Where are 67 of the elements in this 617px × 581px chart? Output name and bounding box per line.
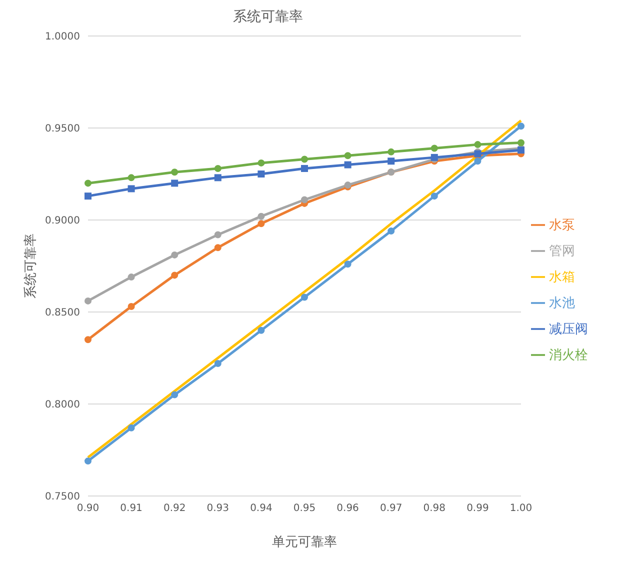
x-tick-label: 0.92	[163, 503, 186, 514]
point	[344, 260, 352, 268]
y-tick-label: 0.8500	[45, 308, 80, 319]
point	[518, 122, 524, 130]
x-tick-label: 0.99	[466, 503, 489, 514]
point	[388, 148, 395, 156]
chart-title: 系统可靠率	[232, 8, 304, 26]
point	[84, 192, 92, 200]
point	[214, 164, 222, 172]
y-tick-label: 0.7500	[45, 492, 80, 503]
point	[214, 360, 222, 368]
point	[388, 228, 395, 235]
x-tick-label: 0.97	[380, 503, 402, 514]
x-tick-label: 0.91	[120, 503, 142, 514]
point	[128, 302, 135, 310]
point	[258, 326, 265, 334]
point	[258, 159, 265, 166]
point	[171, 272, 178, 279]
point	[518, 139, 524, 146]
point	[301, 156, 308, 163]
point	[258, 170, 265, 178]
point	[430, 192, 438, 200]
x-tick-label: 0.90	[76, 503, 100, 514]
point	[301, 164, 308, 172]
x-tick-label: 0.94	[250, 503, 272, 514]
point	[301, 196, 308, 204]
point	[128, 185, 135, 192]
legend-label: 减压阀	[549, 322, 588, 337]
y-tick-label: 1.0000	[45, 32, 80, 43]
point	[84, 336, 92, 344]
point	[430, 144, 438, 152]
point	[171, 180, 178, 187]
point	[344, 161, 352, 168]
x-tick-label: 0.98	[423, 503, 446, 514]
point	[84, 180, 92, 187]
point	[128, 424, 135, 432]
y-tick-label: 0.9500	[45, 124, 80, 135]
point	[258, 212, 265, 220]
point	[214, 174, 222, 182]
point	[128, 174, 135, 182]
y-axis-title: 系统可靠率	[22, 234, 39, 298]
y-tick-label: 0.9000	[45, 216, 80, 227]
x-tick-label: 0.96	[336, 503, 359, 514]
legend-label: 水箱	[549, 270, 575, 285]
x-axis-title: 单元可靠率	[272, 534, 337, 550]
x-tick-label: 1.00	[510, 503, 532, 514]
y-tick-label: 0.8000	[45, 400, 80, 411]
legend-label: 水池	[549, 296, 575, 311]
point	[84, 458, 92, 465]
point	[171, 391, 178, 398]
point	[128, 274, 135, 281]
x-tick-label: 0.93	[206, 503, 230, 514]
point	[301, 294, 308, 301]
point	[474, 158, 482, 165]
point	[388, 158, 395, 165]
legend-label: 消火栓	[549, 348, 588, 363]
point	[84, 297, 92, 304]
point	[344, 152, 352, 160]
legend-label: 水泵	[549, 218, 575, 233]
x-tick-label: 0.95	[293, 503, 316, 514]
point	[258, 220, 265, 228]
legend-label: 管网	[549, 244, 575, 259]
point	[214, 231, 222, 238]
point	[171, 168, 178, 176]
point	[171, 251, 178, 258]
point	[214, 244, 222, 252]
point	[474, 141, 482, 148]
